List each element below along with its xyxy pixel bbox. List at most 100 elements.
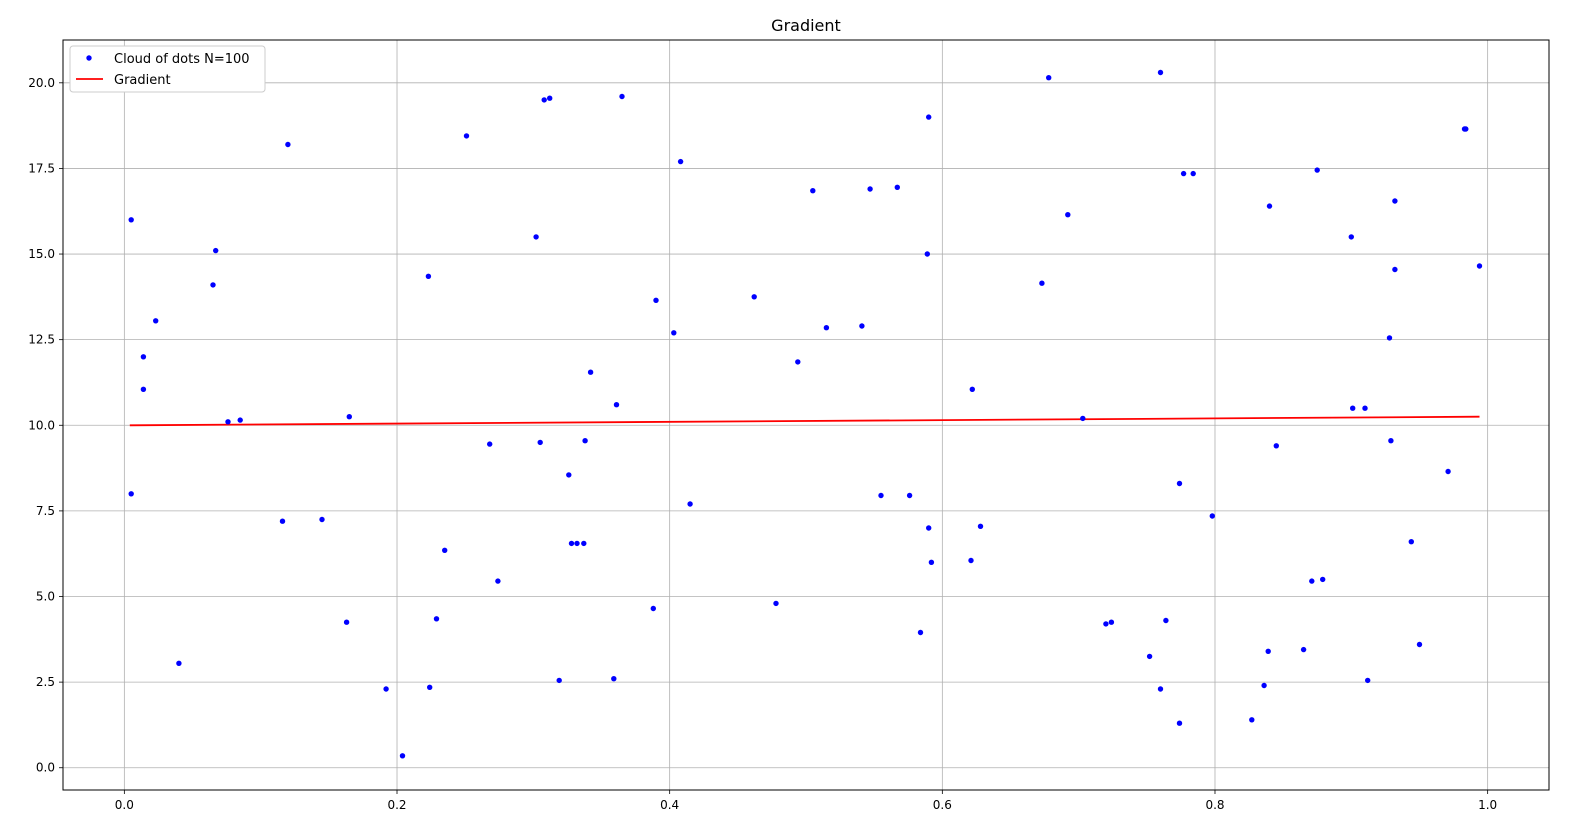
y-axis: 0.0 2.5 5.0 7.5 10.0 12.5 15.0 17.5 20.0: [28, 76, 63, 775]
data-point: [653, 297, 659, 303]
plot-frame: [62, 39, 1550, 791]
data-point: [343, 619, 350, 625]
data-point: [1176, 720, 1183, 726]
data-point: [977, 523, 984, 529]
data-point: [1365, 677, 1371, 684]
data-point: [671, 330, 677, 336]
data-point: [1249, 717, 1255, 723]
data-point: [210, 282, 216, 288]
data-point: [1273, 443, 1280, 449]
data-point: [433, 616, 440, 622]
data-point: [1386, 335, 1393, 341]
data-point: [427, 684, 433, 690]
data-point: [225, 419, 231, 425]
data-point: [582, 438, 588, 444]
data-point: [319, 516, 325, 523]
data-point: [128, 491, 134, 497]
data-point: [924, 251, 930, 257]
grid: [63, 40, 1549, 790]
chart-title: Gradient: [771, 16, 841, 35]
data-point: [1348, 234, 1355, 240]
data-point: [1392, 198, 1398, 204]
data-point: [1209, 513, 1216, 519]
data-point: [687, 501, 693, 507]
x-axis: 0.0 0.2 0.4 0.6 0.8 1.0: [115, 790, 1497, 812]
data-point: [556, 677, 562, 684]
data-point: [1080, 415, 1086, 422]
data-point: [810, 188, 816, 194]
data-point: [495, 578, 501, 584]
data-point: [574, 540, 580, 547]
data-point: [1408, 539, 1415, 545]
data-point: [650, 605, 656, 612]
data-point: [1146, 653, 1153, 660]
data-point: [1103, 621, 1109, 627]
data-point: [279, 518, 286, 524]
data-point: [1039, 280, 1045, 286]
gradient-line: [129, 415, 1480, 427]
data-point: [1261, 682, 1267, 689]
y-tick-label: 5.0: [36, 590, 55, 604]
y-tick-label: 20.0: [28, 76, 55, 90]
data-point: [1314, 167, 1320, 173]
data-point: [611, 676, 617, 682]
data-point: [399, 753, 406, 759]
data-point: [153, 318, 159, 324]
points-layer: [128, 69, 1483, 759]
data-point: [140, 354, 147, 360]
data-point: [1350, 405, 1356, 411]
data-point: [463, 133, 470, 139]
data-point: [566, 472, 572, 478]
data-point: [346, 414, 352, 420]
y-tick-label: 15.0: [28, 247, 55, 261]
y-tick-label: 17.5: [28, 161, 55, 175]
data-point: [1180, 170, 1187, 177]
data-point: [1309, 578, 1315, 584]
data-point: [1265, 648, 1271, 654]
data-point: [1108, 619, 1115, 625]
data-point: [1157, 69, 1164, 76]
y-tick-label: 0.0: [36, 761, 55, 775]
data-point: [140, 386, 147, 392]
data-point: [383, 686, 389, 692]
data-point: [926, 525, 932, 531]
data-point: [795, 359, 801, 365]
data-point: [1388, 438, 1394, 444]
data-point: [1065, 212, 1071, 218]
data-point: [1176, 480, 1183, 487]
data-point: [128, 217, 134, 223]
y-tick-label: 7.5: [36, 504, 55, 518]
data-point: [1392, 266, 1398, 273]
data-point: [1157, 686, 1164, 692]
data-point: [1445, 468, 1451, 475]
data-point: [619, 93, 625, 100]
legend-label-gradient: Gradient: [114, 73, 171, 88]
line-layer: [129, 415, 1480, 427]
x-tick-label: 0.2: [387, 798, 406, 812]
data-point: [917, 629, 924, 636]
data-point: [1416, 641, 1423, 648]
data-point: [1476, 263, 1483, 269]
data-point: [1190, 170, 1196, 177]
data-point: [1463, 126, 1469, 132]
data-point: [1046, 75, 1052, 81]
data-point: [533, 234, 539, 240]
data-point: [237, 417, 243, 423]
data-point: [587, 369, 594, 375]
data-point: [1266, 203, 1273, 209]
data-point: [176, 660, 182, 666]
data-point: [926, 114, 932, 120]
data-point: [425, 273, 432, 279]
legend-label-dots: Cloud of dots N=100: [114, 52, 250, 67]
data-point: [968, 557, 974, 564]
data-point: [928, 559, 935, 565]
legend: Cloud of dots N=100 Gradient: [69, 45, 266, 93]
data-point: [285, 141, 291, 148]
data-point: [568, 540, 575, 547]
data-point: [547, 95, 553, 101]
x-tick-label: 0.8: [1205, 798, 1224, 812]
data-point: [859, 323, 865, 329]
data-point: [1362, 405, 1368, 411]
data-point: [906, 492, 913, 499]
data-point: [751, 294, 757, 300]
